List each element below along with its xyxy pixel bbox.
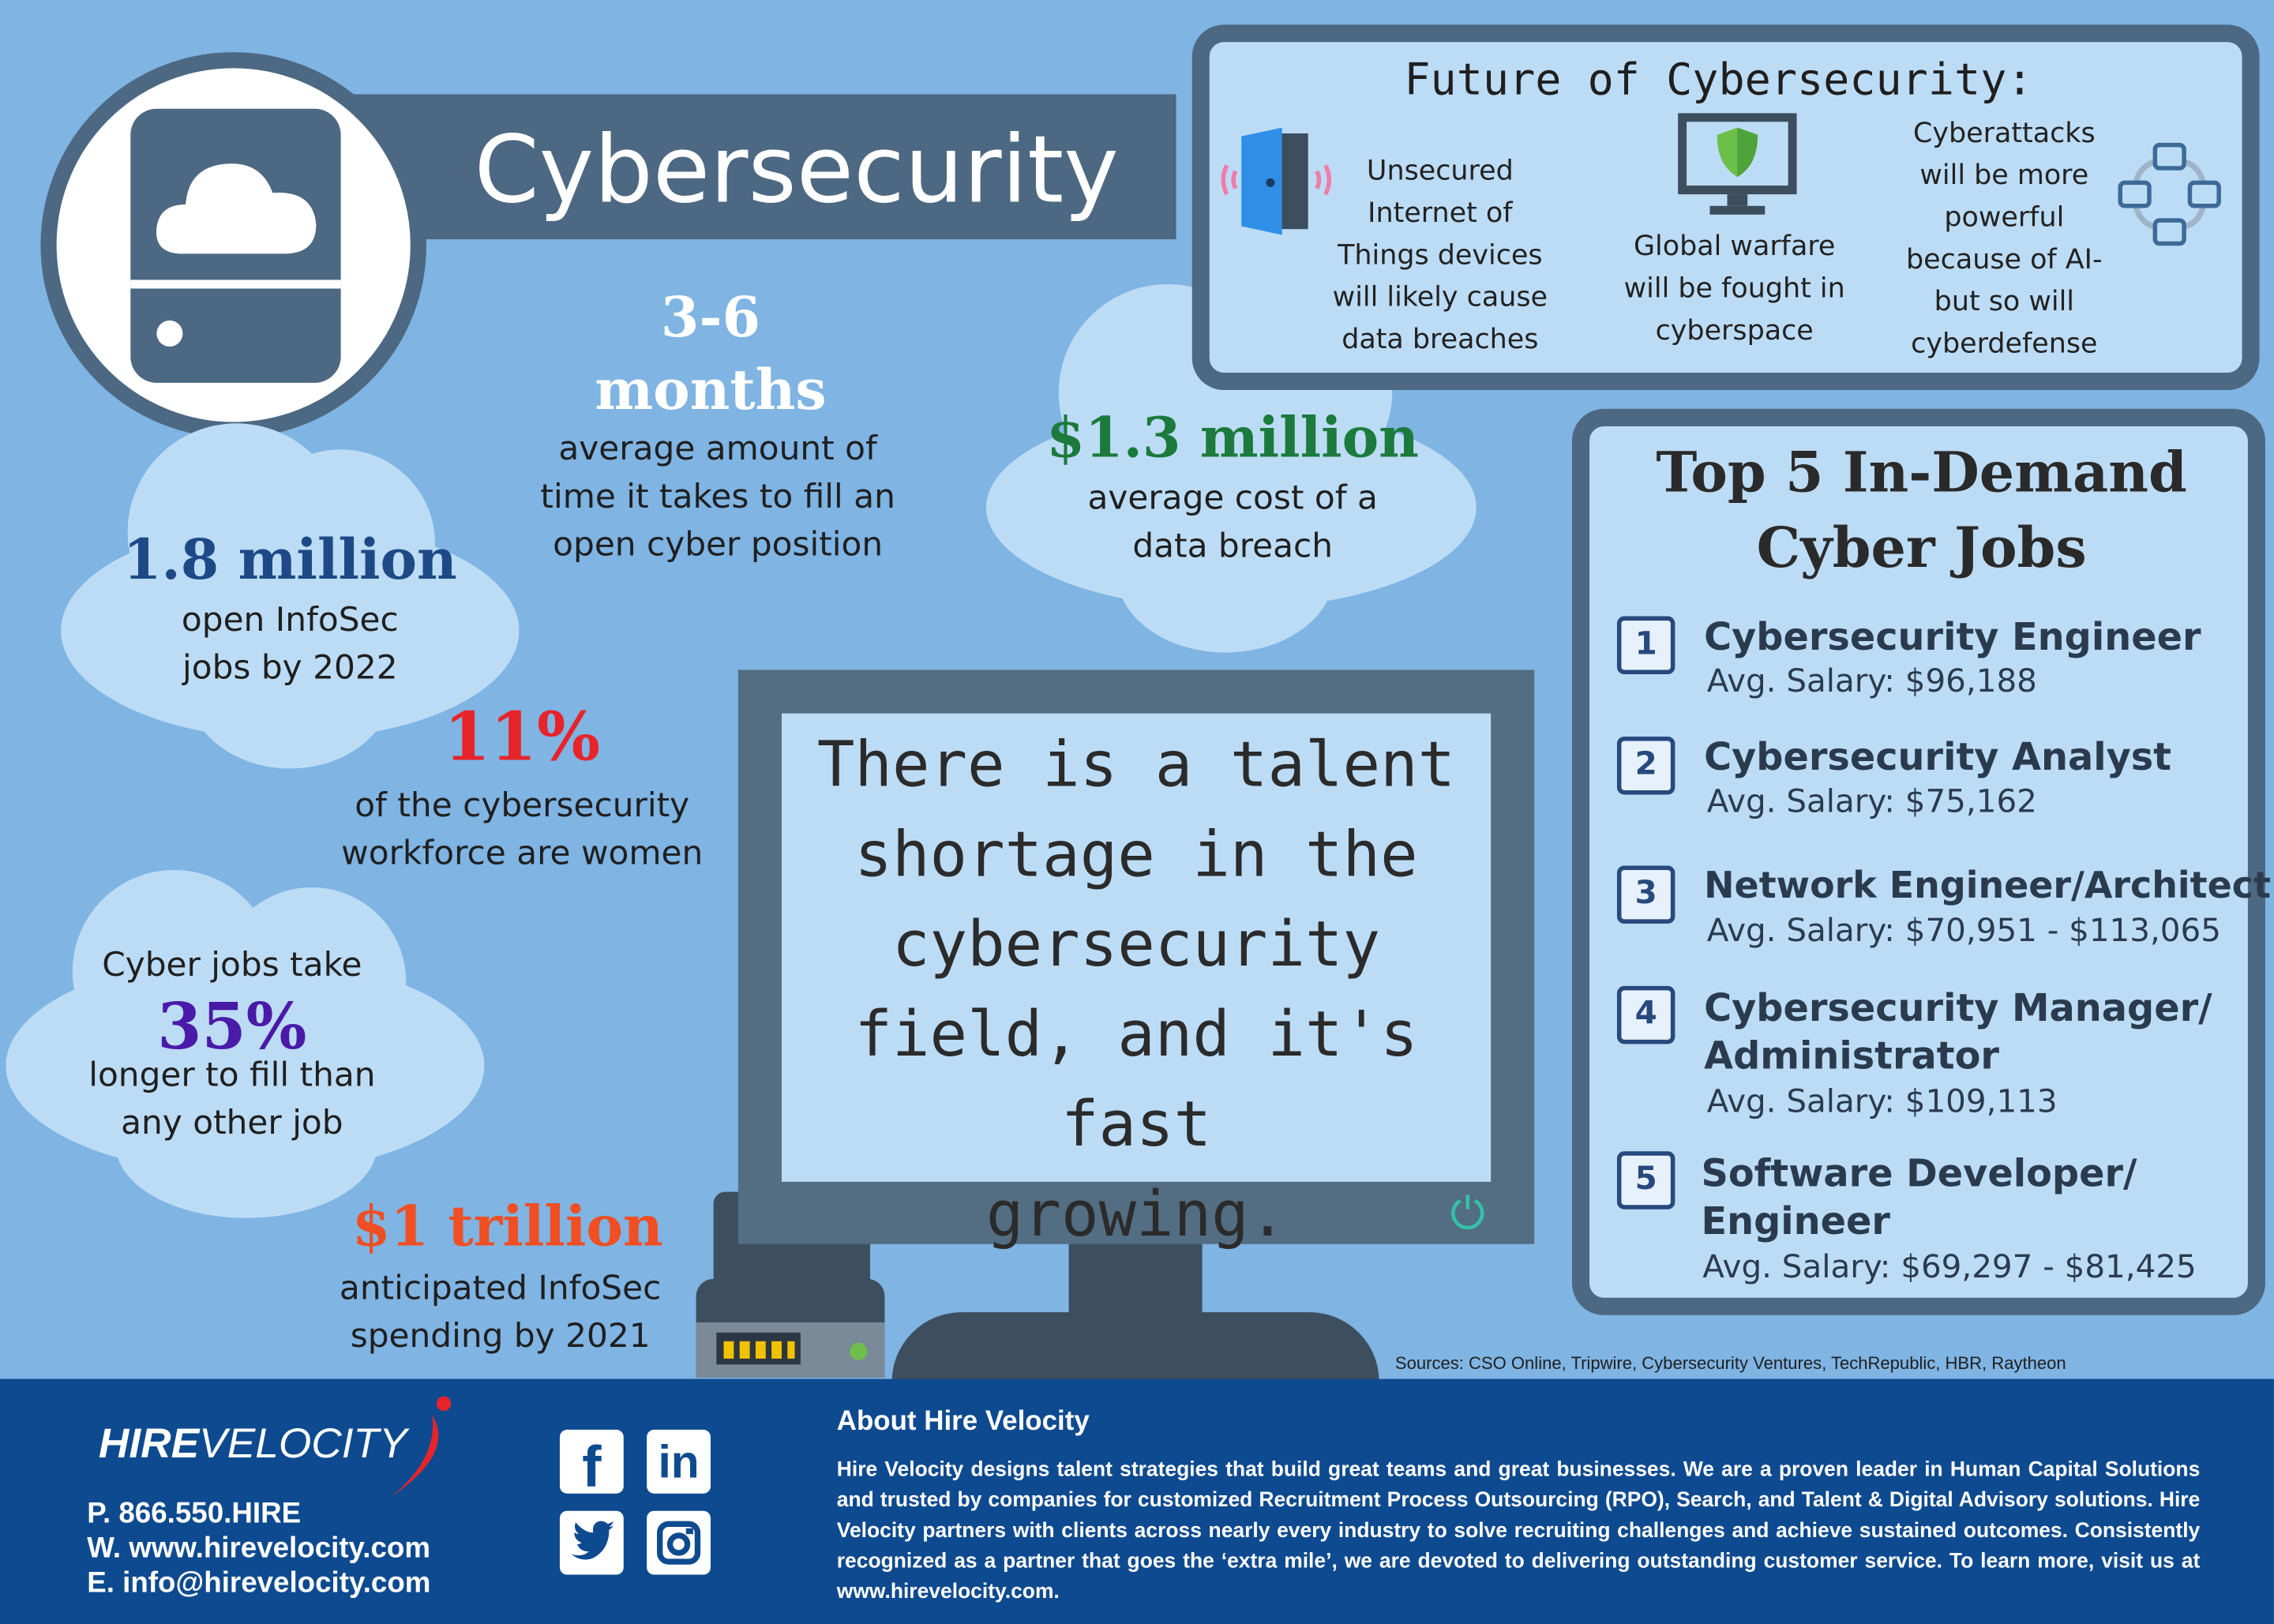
- job-salary: Avg. Salary: $70,951 - $113,065: [1706, 913, 2221, 950]
- spending-value: $1 trillion: [351, 1193, 663, 1259]
- fill-time-desc: average amount of time it takes to fill …: [540, 430, 895, 564]
- job-salary: Avg. Salary: $96,188: [1706, 664, 2037, 701]
- job-number-badge: 3: [1616, 865, 1675, 924]
- monitor-stand-neck: [1068, 1242, 1203, 1318]
- future-item-2-text: Global warfare will be fought in cybersp…: [1623, 231, 1845, 347]
- jobs-panel: [1571, 408, 2265, 1315]
- women-desc: of the cybersecurity workforce are women: [341, 787, 704, 873]
- page-title: Cybersecurity: [474, 117, 1119, 225]
- network-icon: [2118, 142, 2221, 246]
- footer: [0, 1378, 2274, 1624]
- job-number-badge: 5: [1616, 1151, 1675, 1210]
- longer-value: 35%: [157, 990, 307, 1065]
- website[interactable]: W. www.hirevelocity.com: [87, 1532, 431, 1565]
- future-title: Future of Cybersecurity:: [1404, 54, 2033, 107]
- linkedin-icon[interactable]: in: [647, 1429, 711, 1494]
- server-badge: [40, 52, 426, 438]
- door-icon: [1221, 127, 1332, 235]
- instagram-icon[interactable]: [647, 1510, 711, 1575]
- job-title: Software Developer/ Engineer: [1701, 1153, 2137, 1244]
- monitor-screen: [781, 713, 1492, 1182]
- job-number-badge: 1: [1616, 616, 1675, 675]
- contact-info: P. 866.550.HIRE W. www.hirevelocity.com …: [87, 1496, 430, 1600]
- longer-desc: longer to fill than any other job: [88, 1056, 376, 1143]
- future-item-1-text: Unsecured Internet of Things devices wil…: [1332, 155, 1548, 355]
- future-item-3-text: Cyberattacks will be more powerful becau…: [1906, 117, 2103, 360]
- open-jobs-value: 1.8 million: [122, 526, 457, 592]
- twitter-icon[interactable]: [559, 1510, 624, 1575]
- spending-desc: anticipated InfoSec spending by 2021: [339, 1270, 662, 1356]
- job-salary: Avg. Salary: $109,113: [1706, 1084, 2058, 1121]
- email[interactable]: E. info@hirevelocity.com: [87, 1567, 431, 1600]
- job-title: Cybersecurity Manager/ Administrator: [1704, 987, 2212, 1079]
- job-title: Cybersecurity Analyst: [1704, 736, 2171, 781]
- breach-cost-desc: average cost of a data breach: [1087, 479, 1378, 566]
- job-number-badge: 2: [1616, 736, 1675, 795]
- sources: Sources: CSO Online, Tripwire, Cybersecu…: [1394, 1352, 2066, 1374]
- fill-time-value-2: months: [595, 356, 827, 422]
- longer-prefix: Cyber jobs take: [102, 947, 362, 985]
- server-icon: [130, 108, 341, 383]
- job-title: Network Engineer/Architect: [1704, 864, 2271, 906]
- about-text: Hire Velocity designs talent strategies …: [836, 1458, 2201, 1604]
- power-icon: [1449, 1192, 1487, 1230]
- hire-velocity-logo: HIREVELOCITY: [98, 1420, 407, 1468]
- cloud-icon: [156, 163, 317, 254]
- fill-time-value-1: 3-6: [660, 283, 761, 350]
- phone[interactable]: P. 866.550.HIRE: [87, 1498, 302, 1530]
- job-salary: Avg. Salary: $75,162: [1706, 784, 2037, 821]
- jobs-title: Top 5 In-Demand Cyber Jobs: [1656, 439, 2187, 580]
- facebook-icon[interactable]: f: [559, 1429, 624, 1499]
- monitor: [737, 669, 1535, 1244]
- about-title: About Hire Velocity: [836, 1406, 1090, 1438]
- job-title: Cybersecurity Engineer: [1704, 616, 2201, 660]
- breach-cost-value: $1.3 million: [1046, 404, 1419, 471]
- logo-swoosh-icon: [391, 1396, 452, 1497]
- women-value: 11%: [444, 697, 601, 776]
- shield-monitor-icon: [1678, 113, 1797, 215]
- job-salary: Avg. Salary: $69,297 - $81,425: [1702, 1250, 2197, 1287]
- job-number-badge: 4: [1616, 985, 1675, 1045]
- header-banner: [347, 94, 1176, 240]
- open-jobs-desc: open InfoSec jobs by 2022: [181, 602, 399, 688]
- monitor-message: There is a talent shortage in the cybers…: [816, 729, 1456, 1251]
